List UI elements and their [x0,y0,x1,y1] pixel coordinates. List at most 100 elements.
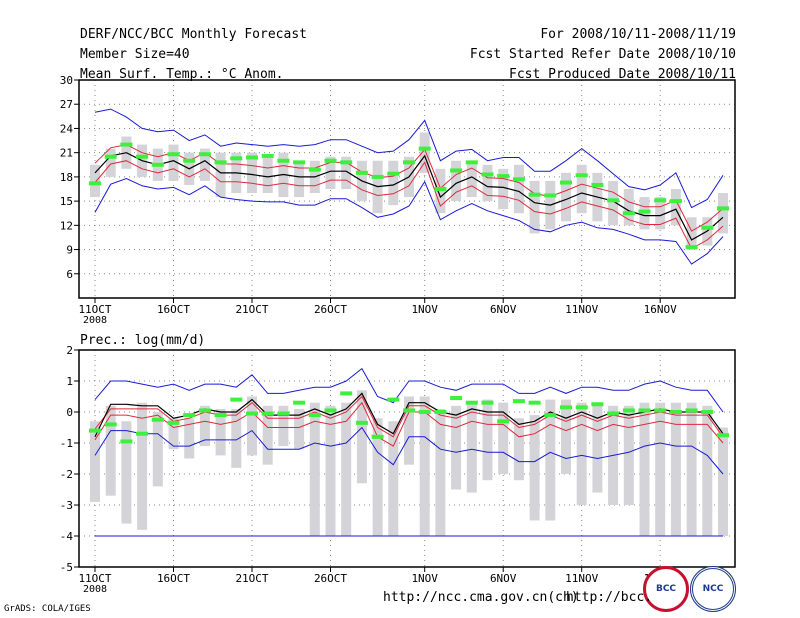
temp-median-marker [434,187,447,191]
temp-median-marker [465,160,478,165]
temp-spread-box [215,152,226,198]
temp-spread-box [686,217,697,250]
temp-spread-box [623,189,634,226]
temp-xtick-label: 1NOV [411,303,438,316]
temp-median-marker [246,155,258,160]
prec-spread-box [592,402,603,493]
prec-spread-box [294,408,305,450]
temp-ytick-label: 9 [66,244,73,257]
prec-median-marker [654,408,667,413]
temp-xtick-label: 16OCT [157,303,190,316]
temp-spread-box [513,164,524,214]
prec-median-marker [403,408,415,413]
temp-spread-box [262,156,273,194]
temp-spread-box [105,148,116,177]
prec-spread-box [231,408,242,468]
prec-inner-upper-line [94,395,724,438]
prec-median-marker [371,434,384,439]
prec-spread-box [341,402,352,536]
ncc-url-link[interactable]: http://ncc.cma.gov.cn(ch) [383,590,579,605]
temp-xtick-label: 6NOV [490,303,517,316]
prec-spread-box [513,418,524,481]
temp-mean-line [94,152,724,241]
temp-plot-frame [78,79,736,299]
prec-median-marker [717,433,729,438]
temp-xtick-label: 26OCT [314,303,347,316]
temp-xtick-label: 11OCT [78,303,111,316]
prec-median-marker [701,410,714,414]
temp-xtick-label: 16NOV [644,303,677,316]
temp-median-marker [261,153,274,158]
prec-spread-box [639,402,650,536]
temp-median-marker [355,170,368,175]
temp-median-marker [512,177,525,182]
prec-xtick-label: 11NOV [565,572,598,585]
prec-median-marker [183,413,196,418]
prec-xtick-label: 6NOV [490,572,517,585]
temp-median-marker [701,225,714,230]
header-start-date: Fcst Started Refer Date 2008/10/10 [469,47,736,62]
temp-median-marker [340,160,353,165]
temp-median-marker [607,198,620,203]
header-title: DERF/NCC/BCC Monthly Forecast [80,27,307,42]
prec-spread-box [90,421,100,502]
prec-median-marker [387,397,400,402]
prec-median-marker [293,400,306,405]
prec-spread-box [702,405,713,536]
prec-spread-box [718,427,728,536]
temp-spread-box [388,160,399,206]
prec-spread-box [655,402,666,536]
temp-median-marker [230,156,243,161]
prec-median-marker [528,400,541,405]
header-produced-date: Fcst Produced Date 2008/10/11 [509,67,736,82]
prec-median-marker [308,413,321,418]
temp-spread-box [341,156,352,189]
header-variable: Mean Surf. Temp.: °C Anom. [80,67,284,82]
prec-median-marker [575,405,588,410]
prec-median-marker [591,402,604,407]
prec-median-marker [89,428,101,433]
temp-xtick-label: 11NOV [565,303,598,316]
prec-median-marker [340,391,353,396]
temp-median-marker [151,162,164,167]
prec-median-marker [104,422,117,427]
prec-xtick-label: 21OCT [235,572,268,585]
temp-spread-box [419,132,430,173]
temp-median-marker [214,160,227,165]
temp-xtick-sublabel: 2008 [83,315,107,326]
temp-median-marker [324,158,337,163]
header-member-size: Member Size=40 [80,47,190,62]
prec-median-marker [638,408,651,413]
prec-xtick-label: 1NOV [411,572,438,585]
prec-median-marker [622,408,635,413]
temp-median-marker [308,167,321,172]
temp-median-marker [387,171,400,176]
temp-spread-box [435,168,446,214]
prec-median-marker [560,405,572,410]
prec-spread-box [670,402,681,536]
temp-spread-box [451,160,462,202]
prec-median-marker [465,400,478,405]
prec-median-marker [261,411,274,416]
temp-median-marker [717,206,729,211]
temp-median-marker [638,209,651,214]
prec-ytick-label: -2 [60,468,73,481]
temp-median-marker [481,172,494,177]
prec-spread-box [137,402,148,530]
prec-median-marker [198,408,211,413]
bcc-url-link[interactable]: http://bcc. [566,590,653,605]
prec-ytick-label: -1 [60,437,73,450]
prec-spread-box [262,405,273,465]
temp-spread-box [325,156,336,189]
prec-median-marker [669,410,682,414]
prec-spread-box [419,396,430,536]
temp-outer-lower-line [94,177,724,265]
prec-outer-upper-line [94,367,724,413]
prec-median-marker [607,411,620,416]
temp-inner-lower-line [94,160,724,250]
header-left: DERF/NCC/BCC Monthly Forecast Member Siz… [80,25,307,85]
temp-spread-box [718,193,728,234]
temp-median-marker [183,158,196,163]
temp-spread-box [498,168,509,210]
